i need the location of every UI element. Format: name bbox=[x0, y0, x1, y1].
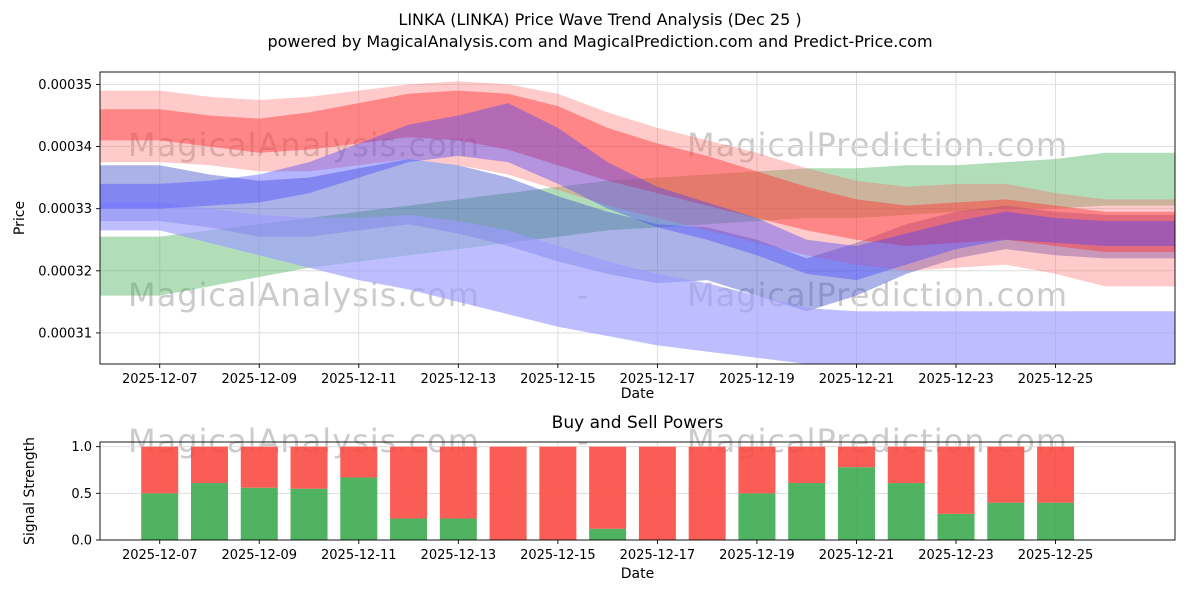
sell-power-bar bbox=[439, 446, 477, 519]
watermark-row-bottom: MagicalAnalysis.com - MagicalPrediction.… bbox=[128, 422, 1068, 460]
buy-power-bar bbox=[837, 467, 875, 540]
bar-chart-title: Buy and Sell Powers bbox=[551, 413, 724, 433]
date-axis-label-top: Date bbox=[620, 386, 655, 402]
sell-power-bar bbox=[190, 446, 228, 484]
watermark-row-top: MagicalAnalysis.com - MagicalPrediction.… bbox=[128, 126, 1068, 164]
sell-power-bar bbox=[688, 446, 726, 540]
x-tick-label: 2025-12-15 bbox=[520, 548, 596, 563]
sell-power-bar bbox=[340, 446, 378, 478]
chart-title: LINKA (LINKA) Price Wave Trend Analysis … bbox=[398, 10, 802, 29]
buy-power-bar bbox=[987, 502, 1025, 540]
x-tick-label: 2025-12-13 bbox=[421, 548, 497, 563]
buy-power-bar bbox=[340, 477, 378, 540]
buy-power-bar bbox=[290, 488, 328, 540]
signal-bars bbox=[141, 446, 1075, 540]
x-tick-label: 2025-12-17 bbox=[620, 548, 696, 563]
y-tick-label: 0.5 bbox=[71, 487, 92, 502]
x-tick-label: 2025-12-23 bbox=[918, 372, 994, 387]
band-periwinkle-downtrend-band bbox=[100, 202, 1175, 364]
y-tick-label: 1.0 bbox=[71, 440, 92, 455]
watermark-prediction: MagicalPrediction.com bbox=[686, 126, 1068, 164]
signal-axis-label: Signal Strength bbox=[22, 437, 38, 546]
x-tick-label: 2025-12-11 bbox=[321, 548, 397, 563]
y-tick-label: 0.00034 bbox=[38, 140, 92, 155]
price-wave-chart: 0.00031 0.00032 0.00033 0.00034 0.00035 2025-… bbox=[38, 71, 1176, 387]
sell-power-bar bbox=[1037, 446, 1075, 503]
sell-power-bar bbox=[141, 446, 179, 494]
chart-subtitle: powered by MagicalAnalysis.com and Magic… bbox=[267, 32, 933, 51]
sell-power-bar bbox=[638, 446, 676, 540]
sell-power-bar bbox=[390, 446, 428, 519]
y-tick-label: 0.00032 bbox=[38, 264, 92, 279]
x-tick-label: 2025-12-13 bbox=[421, 372, 497, 387]
x-tick-label: 2025-12-19 bbox=[719, 548, 795, 563]
axis-ticks: 0.0 0.5 1.0 2025-12-07 2025-12-09 2025-12-11 2… bbox=[71, 440, 1093, 563]
sell-power-bar bbox=[489, 446, 527, 540]
x-tick-label: 2025-12-19 bbox=[719, 372, 795, 387]
buy-power-bar bbox=[439, 518, 477, 540]
buy-power-bar bbox=[788, 483, 826, 540]
date-axis-label-bottom: Date bbox=[620, 566, 655, 582]
watermark-separator: - bbox=[577, 422, 590, 460]
band-bright-blue-band bbox=[100, 103, 1175, 281]
sell-power-bar bbox=[788, 446, 826, 484]
buy-power-bar bbox=[1037, 502, 1075, 540]
buy-sell-chart: 0.0 0.5 1.0 2025-12-07 2025-12-09 2025-12-11 2… bbox=[71, 440, 1176, 563]
sell-power-bar bbox=[987, 446, 1025, 503]
sell-power-bar bbox=[837, 446, 875, 468]
sell-power-bar bbox=[539, 446, 577, 540]
sell-power-bar bbox=[887, 446, 925, 484]
x-tick-label: 2025-12-21 bbox=[819, 372, 895, 387]
buy-power-bar bbox=[937, 513, 975, 540]
sell-power-bar bbox=[290, 446, 328, 489]
buy-power-bar bbox=[190, 483, 228, 540]
x-tick-label: 2025-12-23 bbox=[918, 548, 994, 563]
y-tick-label: 0.0 bbox=[71, 534, 92, 549]
y-tick-label: 0.00033 bbox=[38, 202, 92, 217]
x-tick-label: 2025-12-17 bbox=[620, 372, 696, 387]
band-core-red-band bbox=[100, 90, 1175, 253]
x-tick-label: 2025-12-25 bbox=[1018, 372, 1094, 387]
x-tick-label: 2025-12-07 bbox=[122, 372, 198, 387]
y-tick-label: 0.00031 bbox=[38, 326, 92, 341]
x-tick-label: 2025-12-09 bbox=[221, 548, 297, 563]
x-tick-label: 2025-12-15 bbox=[520, 372, 596, 387]
x-tick-label: 2025-12-07 bbox=[122, 548, 198, 563]
buy-power-bar bbox=[589, 528, 627, 540]
y-tick-label: 0.00035 bbox=[38, 78, 92, 93]
x-tick-label: 2025-12-25 bbox=[1018, 548, 1094, 563]
buy-power-bar bbox=[240, 487, 278, 540]
plot-frame bbox=[99, 71, 1176, 365]
x-tick-label: 2025-12-09 bbox=[221, 372, 297, 387]
price-axis-label: Price bbox=[12, 200, 28, 236]
band-soft-red-band bbox=[100, 81, 1175, 287]
buy-power-bar bbox=[887, 483, 925, 540]
buy-power-bar bbox=[141, 493, 179, 540]
watermark-separator: - bbox=[577, 126, 590, 164]
sell-power-bar bbox=[589, 446, 627, 529]
buy-power-bar bbox=[390, 518, 428, 540]
buy-power-bar bbox=[738, 493, 776, 540]
sell-power-bar bbox=[240, 446, 278, 488]
wave-bands bbox=[100, 81, 1175, 364]
axis-ticks: 0.00031 0.00032 0.00033 0.00034 0.00035 2025-… bbox=[38, 78, 1093, 387]
plot-frame bbox=[99, 441, 1176, 541]
sell-power-bar bbox=[738, 446, 776, 494]
band-steel-blue-band bbox=[100, 158, 1175, 312]
watermark-analysis: MagicalAnalysis.com bbox=[128, 126, 480, 164]
x-tick-label: 2025-12-21 bbox=[819, 548, 895, 563]
x-tick-label: 2025-12-11 bbox=[321, 372, 397, 387]
sell-power-bar bbox=[937, 446, 975, 514]
